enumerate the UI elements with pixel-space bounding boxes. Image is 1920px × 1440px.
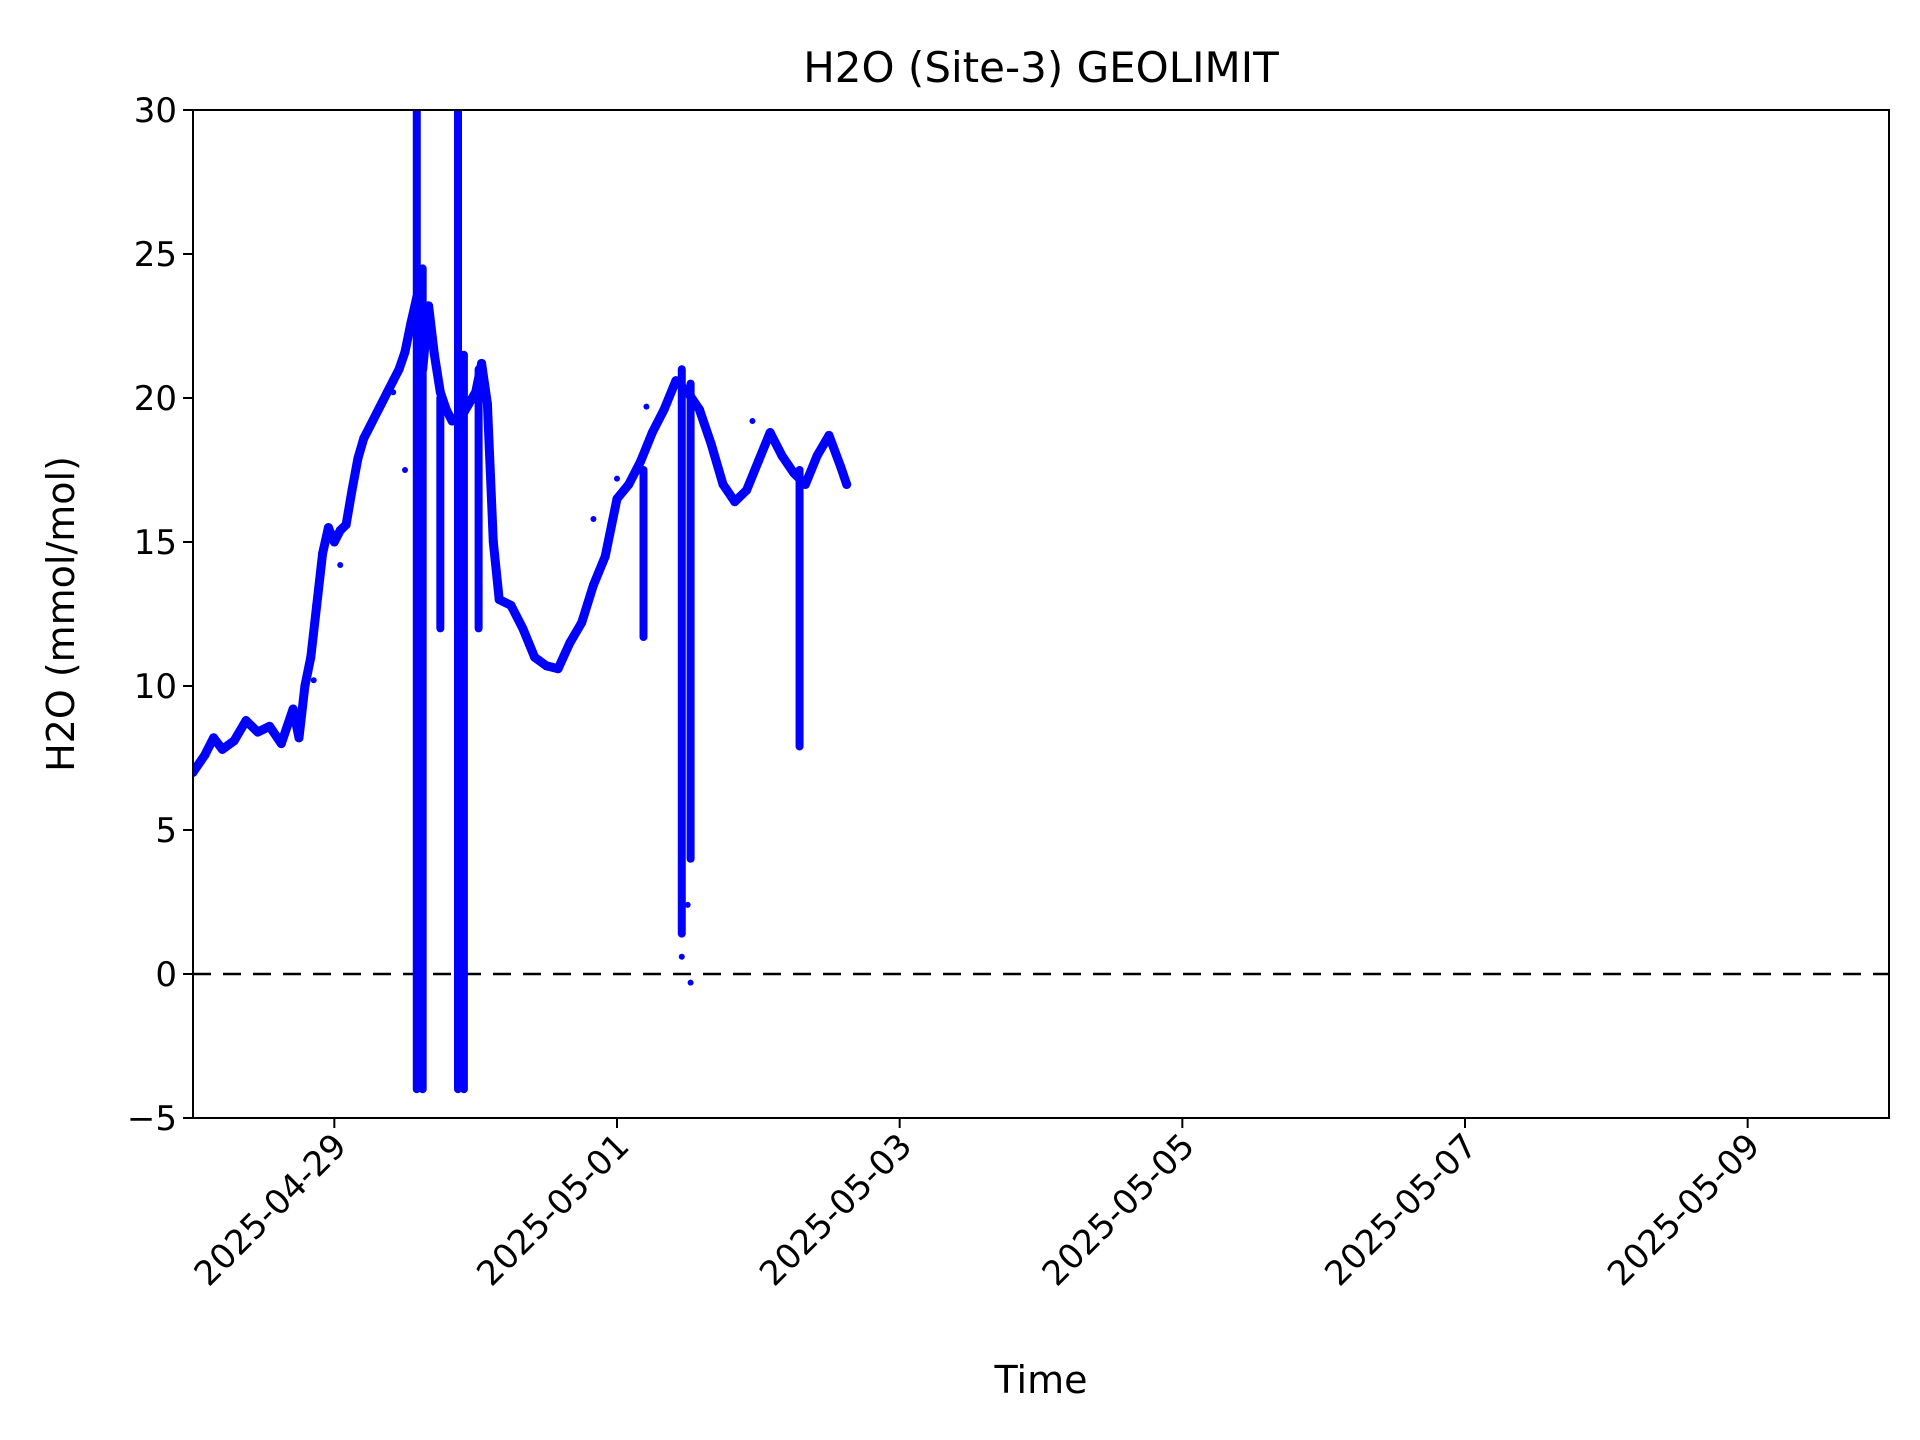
series-layer (193, 110, 852, 1094)
data-point (229, 736, 239, 746)
data-point (636, 456, 646, 466)
data-point (388, 376, 398, 386)
y-tick-label-7: 30 (134, 91, 177, 131)
data-point (400, 347, 410, 357)
y-tick-label-0: −5 (127, 1099, 177, 1139)
y-tick-label-3: 10 (134, 667, 177, 707)
y-tick-label-5: 20 (134, 379, 177, 419)
data-point (659, 405, 669, 415)
data-point (647, 428, 657, 438)
data-point (300, 681, 310, 691)
data-point (588, 580, 598, 590)
outlier-point (590, 515, 597, 522)
data-point (217, 744, 227, 754)
data-point (742, 485, 752, 495)
data-point (341, 520, 351, 530)
data-point (288, 704, 298, 714)
outlier-point (390, 389, 397, 396)
data-point (209, 733, 219, 743)
data-point (553, 664, 563, 674)
chart-title: H2O (Site-3) GEOLIMIT (803, 43, 1279, 92)
data-point (694, 405, 704, 415)
series-0 (193, 110, 852, 1094)
data-point (624, 479, 634, 489)
data-point (347, 485, 357, 495)
data-point (265, 721, 275, 731)
data-point (506, 600, 516, 610)
data-point (193, 767, 198, 777)
data-point (318, 549, 328, 559)
y-axis-label: H2O (mmol/mol) (39, 456, 83, 772)
data-point (488, 537, 498, 547)
data-point (335, 525, 345, 535)
data-point (323, 523, 333, 533)
outlier-point (687, 979, 694, 986)
data-point (577, 618, 587, 628)
data-point (824, 430, 834, 440)
data-point (306, 652, 316, 662)
data-point (312, 600, 322, 610)
plot-area-frame (192, 109, 1890, 1119)
y-tick-label-4: 15 (134, 523, 177, 563)
data-point (435, 387, 445, 397)
data-point (382, 387, 392, 397)
y-tick-label-1: 0 (155, 955, 177, 995)
outlier-point (402, 467, 408, 473)
data-point (241, 716, 251, 726)
outlier-point (678, 953, 685, 960)
data-point (753, 456, 763, 466)
y-tick-label-6: 25 (134, 235, 177, 275)
data-point (541, 661, 551, 671)
data-point (706, 439, 716, 449)
data-point (842, 479, 852, 489)
data-point (429, 350, 439, 360)
data-point (294, 733, 304, 743)
data-point (494, 595, 504, 605)
outlier-point (310, 677, 317, 684)
data-point (200, 750, 210, 760)
data-point (376, 399, 386, 409)
outlier-point (684, 901, 691, 908)
data-point (253, 727, 263, 737)
outlier-point (614, 475, 620, 482)
outlier-point (749, 418, 756, 425)
data-point (365, 422, 375, 432)
outlier-point (643, 403, 650, 410)
x-axis-label: Time (994, 1358, 1088, 1402)
y-tick-label-2: 5 (155, 811, 177, 851)
data-point (329, 537, 339, 547)
data-point (394, 364, 404, 374)
data-point (353, 453, 363, 463)
data-point (530, 652, 540, 662)
data-point (482, 399, 492, 409)
data-point (600, 551, 610, 561)
data-point (777, 451, 787, 461)
data-point (359, 433, 369, 443)
data-point (518, 623, 528, 633)
outlier-point (337, 562, 344, 569)
data-point (718, 479, 728, 489)
y-axis: −5 0 5 10 15 20 25 30 (127, 91, 193, 1139)
data-point (812, 451, 822, 461)
data-point (765, 428, 775, 438)
data-point (730, 497, 740, 507)
data-point (836, 462, 846, 472)
data-point (612, 494, 622, 504)
plot-clip-group (193, 110, 1889, 1094)
data-point (276, 739, 286, 749)
data-point (565, 638, 575, 648)
